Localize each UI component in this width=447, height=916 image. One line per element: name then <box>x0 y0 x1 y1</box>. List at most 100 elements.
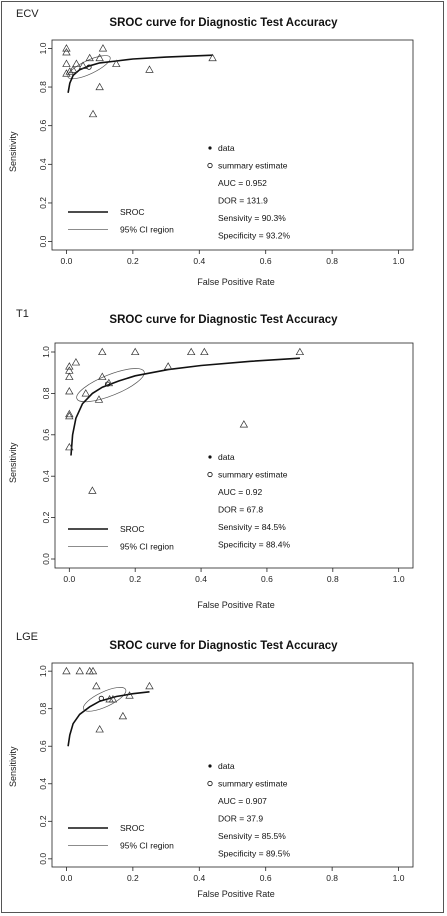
legend-dot-marker <box>208 455 212 459</box>
x-tick-label: 0.2 <box>129 574 141 584</box>
x-tick-label: 0.4 <box>193 256 205 266</box>
y-tick-label: 0.0 <box>38 235 48 247</box>
data-point-triangle <box>92 681 101 690</box>
line-legend-label: SROC <box>120 524 145 534</box>
ci-region-ellipse <box>76 368 145 403</box>
y-tick-label: 0.2 <box>38 815 48 827</box>
y-axis-label: Sensitivity <box>8 131 18 172</box>
legend-dot-marker <box>208 146 212 150</box>
x-tick-label: 0.2 <box>127 256 139 266</box>
data-point-triangle <box>118 711 128 720</box>
x-tick-label: 0.8 <box>327 574 339 584</box>
sroc-curve <box>70 357 300 456</box>
legend-label: summary estimate <box>218 470 288 480</box>
legend-dot-marker <box>208 764 212 768</box>
y-tick-label: 0.0 <box>41 553 51 565</box>
data-point-triangle <box>108 695 118 703</box>
legend-circle-marker <box>207 162 213 169</box>
data-point-triangle <box>71 358 81 366</box>
data-point-triangle <box>65 67 74 75</box>
plot-area-frame <box>51 39 414 251</box>
summary-estimate-point <box>86 64 92 70</box>
line-legend-label: SROC <box>120 823 145 833</box>
stat-label: DOR = 37.9 <box>218 814 263 824</box>
data-point-triangle <box>130 347 140 356</box>
y-axis-label: Sensitivity <box>8 442 18 483</box>
x-tick-label: 0.2 <box>127 873 139 883</box>
stat-label: Sensivity = 90.3% <box>218 213 286 223</box>
data-point-triangle <box>98 372 107 380</box>
data-point-triangle <box>85 53 94 62</box>
summary-estimate-point <box>98 695 104 701</box>
chart-panel-t1: 0.0 0.2 0.4 0.6 0.8 1.0 0.0 0.2 0.4 0.6 0.8 1.0 data… <box>0 303 447 618</box>
summary-estimate-point <box>104 381 111 387</box>
data-point-triangle <box>65 362 74 370</box>
data-point-triangle <box>65 409 74 418</box>
legend-circle-marker <box>207 780 213 787</box>
chart-title: SROC curve for Diagnostic Test Accuracy <box>109 17 338 29</box>
y-tick-label: 0.6 <box>41 429 51 441</box>
y-tick-label: 0.2 <box>38 197 48 209</box>
line-legend-label: 95% CI region <box>120 841 174 851</box>
sroc-curve <box>67 54 213 93</box>
y-tick-label: 0.4 <box>41 470 51 482</box>
data-point-triangle <box>68 65 78 73</box>
plot-area-frame <box>51 662 414 868</box>
data-point-triangle <box>81 389 90 397</box>
stat-label: Sensivity = 85.5% <box>218 831 286 841</box>
data-point-triangle <box>98 347 107 356</box>
sroc-curve <box>67 691 150 747</box>
legend-label: data <box>218 452 235 462</box>
stat-label: AUC = 0.952 <box>218 178 267 188</box>
ci-region-ellipse <box>82 687 127 712</box>
y-tick-label: 0.4 <box>38 158 48 170</box>
plot-area-frame <box>54 342 414 569</box>
data-point-triangle <box>72 59 81 67</box>
data-point-triangle <box>78 61 88 69</box>
y-tick-label: 0.8 <box>41 387 51 399</box>
data-point-triangle <box>88 666 98 675</box>
x-tick-label: 1.0 <box>393 256 405 266</box>
data-point-triangle <box>88 486 97 494</box>
x-tick-label: 0.8 <box>326 256 338 266</box>
x-tick-label: 1.0 <box>393 873 405 883</box>
x-tick-label: 0.6 <box>261 574 273 584</box>
y-tick-label: 1.0 <box>38 42 48 54</box>
data-point-triangle <box>112 59 121 67</box>
legend-label: data <box>218 143 235 153</box>
line-legend-label: 95% CI region <box>120 542 174 552</box>
data-point-triangle <box>95 53 104 62</box>
data-point-triangle <box>62 59 71 67</box>
data-point-triangle <box>145 65 154 73</box>
x-tick-label: 0.4 <box>195 574 207 584</box>
stat-label: DOR = 67.8 <box>218 505 263 515</box>
x-tick-label: 0.6 <box>260 873 272 883</box>
stat-label: DOR = 131.9 <box>218 196 268 206</box>
data-point-triangle <box>62 47 71 56</box>
data-point-triangle <box>98 44 108 52</box>
panel-label: LGE <box>16 631 39 643</box>
x-axis-label: False Positive Rate <box>197 277 275 287</box>
line-legend-label: SROC <box>120 207 145 217</box>
chart-panel-lge: 0.0 0.2 0.4 0.6 0.8 1.0 0.0 0.2 0.4 0.6 0.8 1.0 data… <box>0 625 447 915</box>
data-point-triangle <box>62 666 71 675</box>
y-axis-label: Sensitivity <box>8 746 18 787</box>
chart-title: SROC curve for Diagnostic Test Accuracy <box>109 314 338 326</box>
y-tick-label: 0.2 <box>41 511 51 523</box>
data-point-triangle <box>62 44 71 52</box>
y-tick-label: 0.0 <box>38 853 48 865</box>
x-axis-label: False Positive Rate <box>197 889 275 899</box>
y-tick-label: 0.6 <box>38 120 48 132</box>
stat-label: Specificity = 88.4% <box>218 540 290 550</box>
data-point-triangle <box>65 442 74 451</box>
data-point-triangle <box>65 372 74 380</box>
data-point-triangle <box>65 411 74 420</box>
y-tick-label: 0.6 <box>38 740 48 752</box>
data-point-triangle <box>94 395 104 403</box>
data-point-triangle <box>186 347 196 356</box>
data-point-triangle <box>65 387 74 395</box>
x-tick-label: 0.0 <box>61 873 73 883</box>
x-tick-label: 0.4 <box>193 873 205 883</box>
y-tick-label: 0.8 <box>38 81 48 93</box>
